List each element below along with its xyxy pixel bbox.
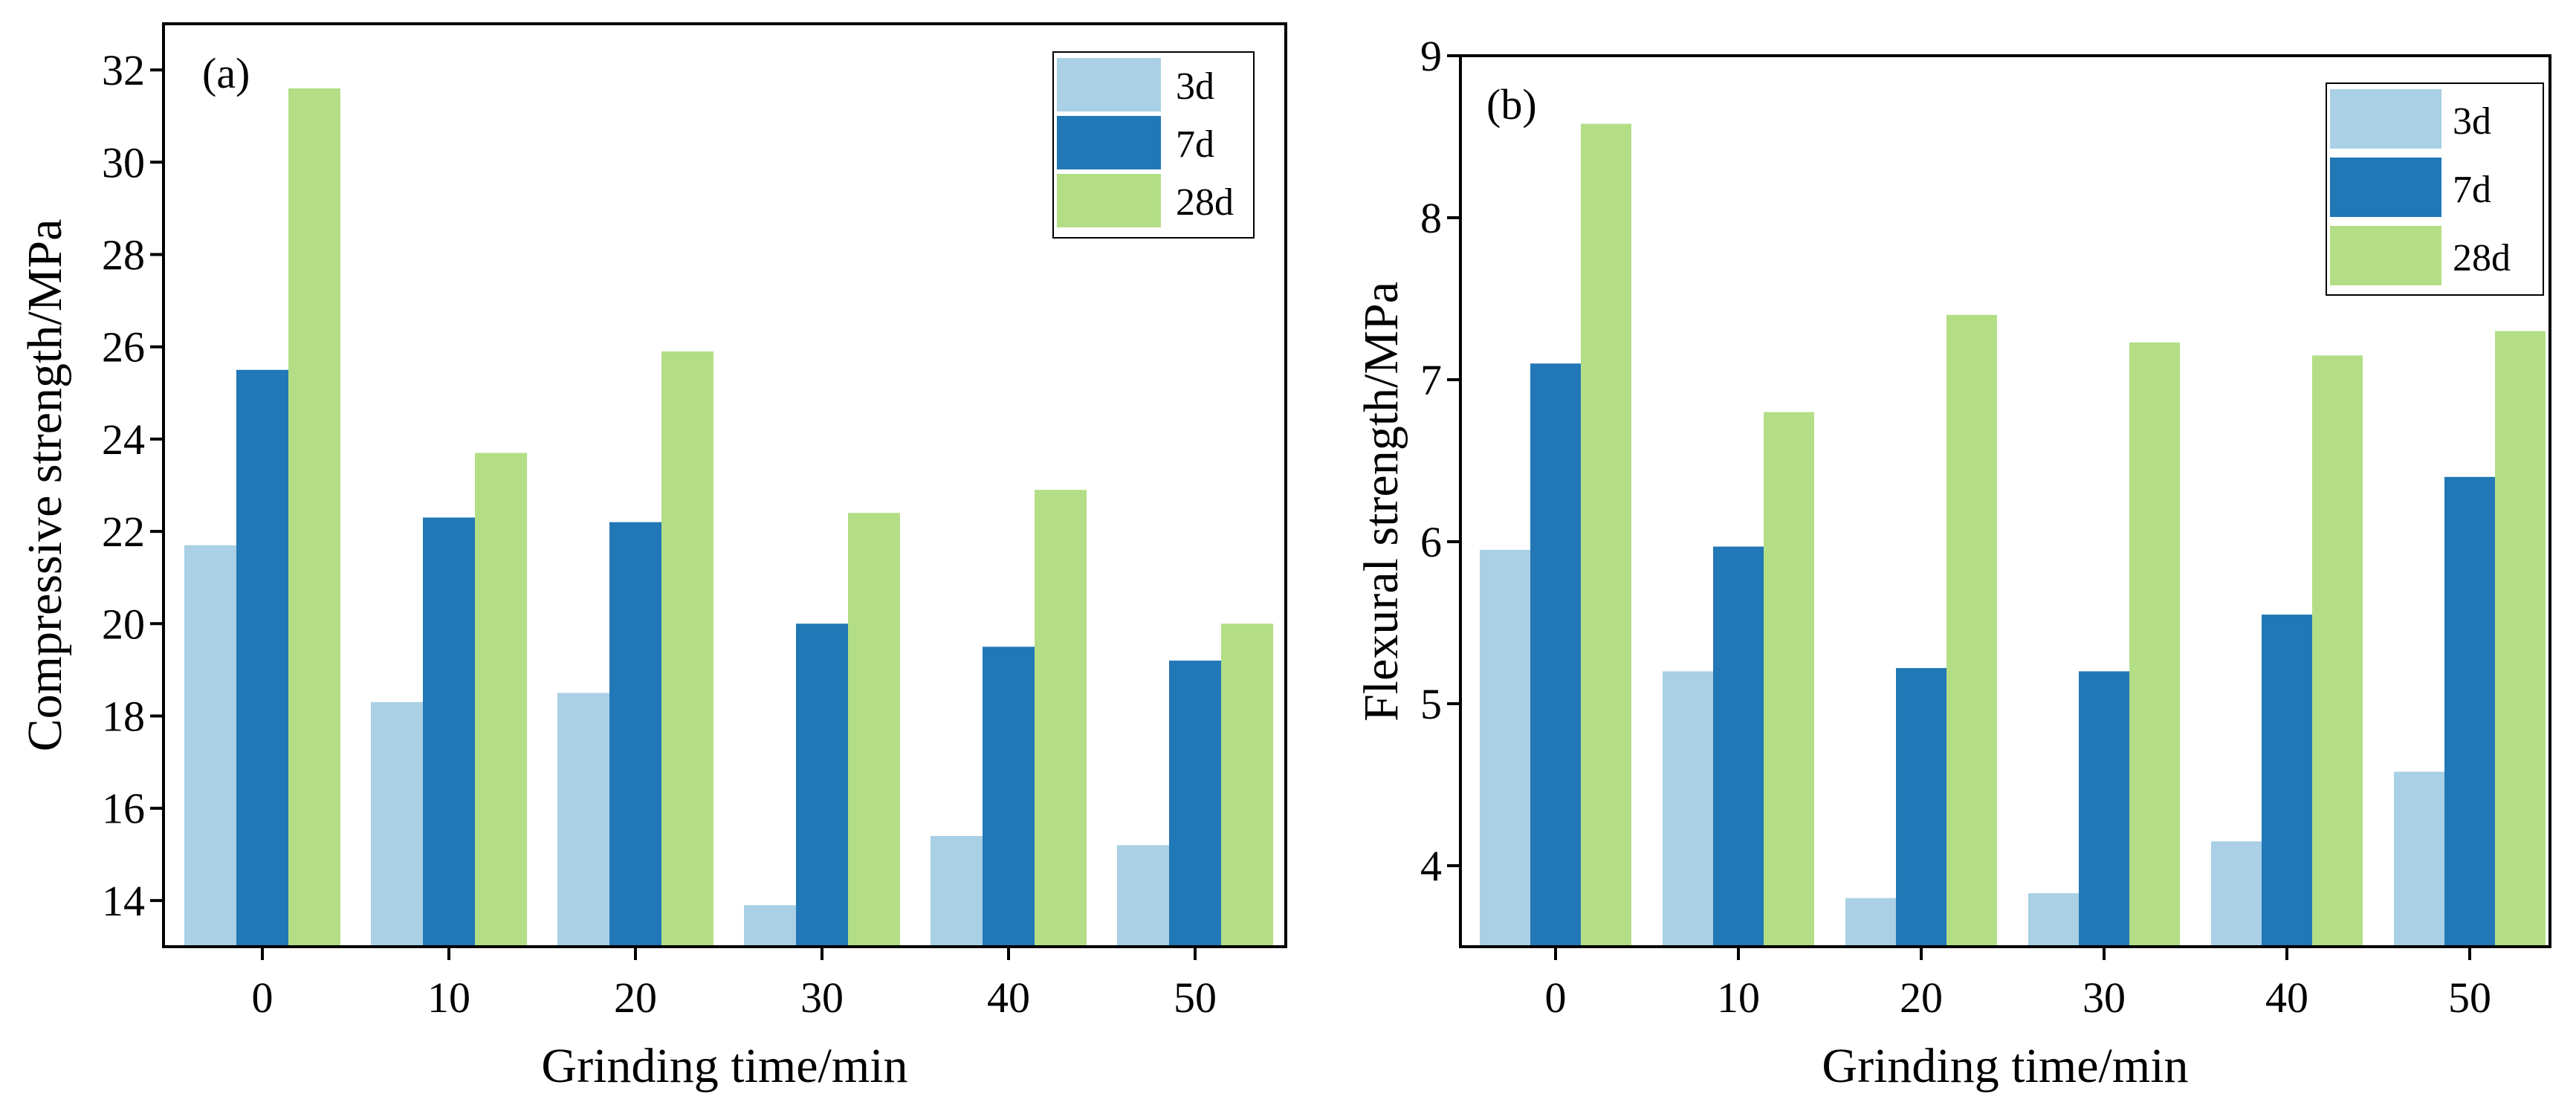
- bar-a-3d-0min: [184, 545, 236, 947]
- panel-b-y-ticks: 4 5 6 7 8 9: [1420, 32, 1460, 890]
- bar-a-7d-50min: [1169, 660, 1221, 947]
- panel-a-compressive-chart: 14 16 18 20 22 24 26 28 30 32 0 10 20 30 40 50 (a) Gri…: [18, 22, 1287, 1093]
- panel-b-x-axis-title: Grinding time/min: [1822, 1039, 2188, 1093]
- panel-a-legend-label-7d: 7d: [1176, 123, 1214, 166]
- bar-b-7d-40min: [2262, 615, 2312, 947]
- x-tick-label-b-0: 0: [1545, 973, 1567, 1022]
- x-tick-label-a-30: 30: [800, 973, 844, 1022]
- panel-b-legend: 3d 7d 28d: [2326, 82, 2544, 296]
- bar-b-3d-40min: [2211, 841, 2262, 947]
- bar-a-3d-50min: [1117, 845, 1169, 947]
- panel-a-label: (a): [202, 49, 250, 97]
- panel-b-legend-label-7d: 7d: [2453, 169, 2491, 211]
- bar-a-28d-20min: [661, 351, 713, 947]
- panel-b-legend-label-28d: 28d: [2453, 237, 2511, 279]
- bar-a-28d-50min: [1221, 623, 1273, 947]
- bar-b-3d-10min: [1663, 671, 1713, 947]
- panel-a-legend-label-28d: 28d: [1176, 181, 1234, 224]
- y-tick-label-b-6: 6: [1420, 518, 1442, 566]
- y-tick-label-a-18: 18: [102, 693, 145, 741]
- bar-b-28d-10min: [1764, 412, 1814, 947]
- x-tick-label-b-30: 30: [2083, 973, 2126, 1022]
- panel-a-y-axis-title: Compressive strength/MPa: [18, 219, 72, 752]
- bar-a-28d-30min: [848, 513, 900, 947]
- panel-b-legend-swatch-28d: [2330, 226, 2441, 285]
- y-tick-label-a-20: 20: [102, 600, 145, 648]
- y-tick-label-a-14: 14: [102, 877, 145, 925]
- x-tick-label-b-50: 50: [2448, 973, 2491, 1022]
- bar-a-7d-0min: [236, 369, 288, 947]
- bar-b-7d-30min: [2079, 671, 2129, 947]
- y-tick-label-a-30: 30: [102, 138, 145, 187]
- bar-b-28d-0min: [1581, 123, 1631, 947]
- bar-b-3d-0min: [1480, 549, 1530, 947]
- y-tick-label-a-32: 32: [102, 46, 145, 94]
- panel-b-legend-label-3d: 3d: [2453, 100, 2491, 143]
- x-tick-label-a-20: 20: [614, 973, 657, 1022]
- panel-a-x-axis-title: Grinding time/min: [541, 1039, 907, 1093]
- panel-a-x-ticks: 0 10 20 30 40 50: [252, 947, 1217, 1022]
- x-tick-label-a-10: 10: [427, 973, 470, 1022]
- panel-a-legend: 3d 7d 28d: [1052, 51, 1255, 239]
- bar-a-3d-20min: [557, 693, 609, 947]
- y-tick-label-b-8: 8: [1420, 194, 1442, 242]
- panel-b-x-ticks: 0 10 20 30 40 50: [1545, 947, 2491, 1022]
- panel-b-legend-swatch-7d: [2330, 158, 2441, 217]
- panel-a-legend-swatch-3d: [1057, 58, 1161, 111]
- bar-a-7d-30min: [796, 623, 848, 947]
- bar-b-3d-30min: [2028, 893, 2079, 947]
- bar-a-28d-10min: [475, 453, 527, 947]
- bar-a-28d-40min: [1035, 490, 1087, 947]
- bar-b-3d-50min: [2394, 771, 2444, 947]
- panel-a-y-ticks: 14 16 18 20 22 24 26 28 30 32: [102, 46, 164, 925]
- bar-a-3d-30min: [744, 905, 796, 947]
- panel-b-bars: [1480, 123, 2546, 947]
- y-tick-label-b-5: 5: [1420, 680, 1442, 728]
- y-tick-label-b-4: 4: [1420, 842, 1442, 890]
- y-tick-label-b-9: 9: [1420, 32, 1442, 80]
- panel-a-legend-swatch-7d: [1057, 116, 1161, 169]
- x-tick-label-a-40: 40: [987, 973, 1030, 1022]
- x-tick-label-a-50: 50: [1174, 973, 1217, 1022]
- bar-a-28d-0min: [288, 88, 340, 947]
- bar-b-3d-20min: [1845, 898, 1896, 947]
- x-tick-label-b-40: 40: [2265, 973, 2308, 1022]
- panel-a-bars: [184, 88, 1273, 947]
- x-tick-label-b-20: 20: [1900, 973, 1943, 1022]
- bar-a-3d-40min: [931, 835, 983, 947]
- bar-b-7d-50min: [2444, 476, 2495, 947]
- y-tick-label-a-28: 28: [102, 231, 145, 279]
- y-tick-label-a-26: 26: [102, 323, 145, 372]
- panel-b-flexural-chart: 4 5 6 7 8 9 0 10 20 30 40 50 (b) Grinding time/min…: [1354, 32, 2551, 1093]
- bar-a-7d-20min: [609, 522, 661, 947]
- panel-b-legend-swatch-3d: [2330, 89, 2441, 149]
- bar-b-28d-50min: [2495, 331, 2546, 947]
- y-tick-label-a-22: 22: [102, 508, 145, 556]
- bar-a-7d-10min: [423, 517, 475, 947]
- y-tick-label-a-24: 24: [102, 415, 145, 464]
- panel-a-legend-label-3d: 3d: [1176, 65, 1214, 108]
- bar-b-28d-20min: [1946, 314, 1997, 947]
- y-tick-label-b-7: 7: [1420, 356, 1442, 404]
- panel-b-y-axis-title: Flexural strength/MPa: [1354, 282, 1408, 722]
- bar-b-7d-0min: [1530, 363, 1581, 947]
- panel-a-plot-frame: [162, 22, 1287, 948]
- bar-b-28d-40min: [2312, 355, 2363, 947]
- bar-b-7d-20min: [1896, 668, 1946, 947]
- panel-b-plot-frame: [1459, 54, 2551, 948]
- y-tick-label-a-16: 16: [102, 785, 145, 833]
- x-tick-label-a-0: 0: [252, 973, 274, 1022]
- bar-b-28d-30min: [2129, 342, 2180, 947]
- bar-a-3d-10min: [371, 701, 423, 947]
- bar-a-7d-40min: [983, 646, 1035, 947]
- x-tick-label-b-10: 10: [1717, 973, 1760, 1022]
- panel-b-label: (b): [1486, 80, 1537, 129]
- bar-b-7d-10min: [1713, 546, 1764, 947]
- panel-a-legend-swatch-28d: [1057, 174, 1161, 227]
